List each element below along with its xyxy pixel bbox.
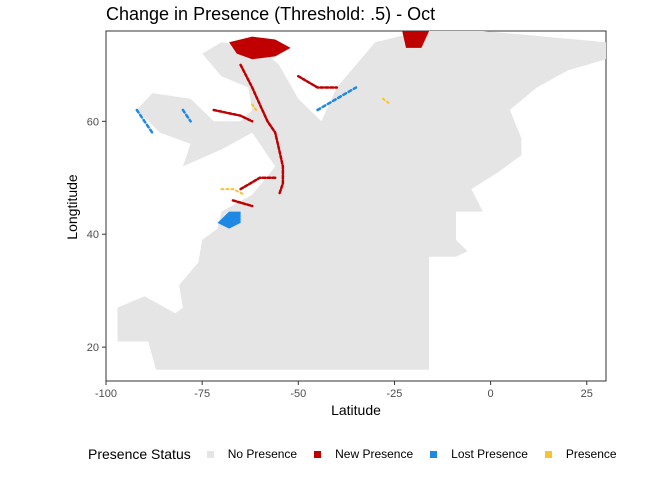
lost-presence-cells xyxy=(181,108,192,123)
x-tick-label: -75 xyxy=(194,388,210,400)
legend-title: Presence Status xyxy=(88,446,191,462)
legend-label: New Presence xyxy=(335,447,414,461)
y-axis-label: Longtitude xyxy=(64,174,80,240)
legend-item-lost-presence: Lost Presence xyxy=(430,447,528,461)
legend-swatch xyxy=(430,450,438,458)
legend-swatch xyxy=(544,450,552,458)
legend-item-new-presence: New Presence xyxy=(314,447,413,461)
x-tick-label: -25 xyxy=(387,388,403,400)
y-tick-label: 20 xyxy=(87,342,99,354)
legend-label: No Presence xyxy=(227,447,298,461)
presence-layer xyxy=(220,97,392,196)
plot-panel-border xyxy=(105,30,607,382)
presence-cells xyxy=(220,188,246,196)
y-tick-label: 60 xyxy=(87,116,99,128)
legend-swatch xyxy=(206,450,214,458)
lost-presence-cells xyxy=(135,108,154,134)
x-tick-label: 0 xyxy=(488,388,494,400)
no-presence-region xyxy=(117,31,606,370)
x-tick-label: -50 xyxy=(290,388,306,400)
new-presence-cells xyxy=(231,199,254,208)
y-tick-label: 40 xyxy=(87,229,99,241)
new-presence-cells xyxy=(212,108,254,123)
legend-label: Lost Presence xyxy=(451,447,528,461)
x-tick-label: -100 xyxy=(95,388,117,400)
legend-label: Presence xyxy=(565,447,617,461)
new-presence-cells xyxy=(297,74,339,89)
axes: -100 -75 -50 -25 0 25 20 40 60 xyxy=(87,116,593,400)
new-presence-cells xyxy=(239,176,277,191)
new-presence-area xyxy=(402,31,430,48)
legend-item-no-presence: No Presence xyxy=(206,447,298,461)
presence-cells xyxy=(251,103,257,111)
new-presence-layer xyxy=(212,31,430,208)
new-presence-cells xyxy=(239,63,285,196)
lost-presence-area xyxy=(217,211,241,229)
x-tick-label: 25 xyxy=(581,388,593,400)
legend-item-presence: Presence xyxy=(544,447,617,461)
legend-swatch xyxy=(314,450,322,458)
x-axis-label: Latitude xyxy=(331,402,381,418)
lost-presence-layer xyxy=(135,86,358,229)
no-presence-layer xyxy=(117,31,606,370)
presence-cells xyxy=(381,97,392,106)
chart-title: Change in Presence (Threshold: .5) - Oct xyxy=(106,4,436,24)
new-presence-area xyxy=(229,36,291,60)
legend: Presence Status No Presence New Presence… xyxy=(88,444,634,464)
lost-presence-cells xyxy=(316,86,358,112)
